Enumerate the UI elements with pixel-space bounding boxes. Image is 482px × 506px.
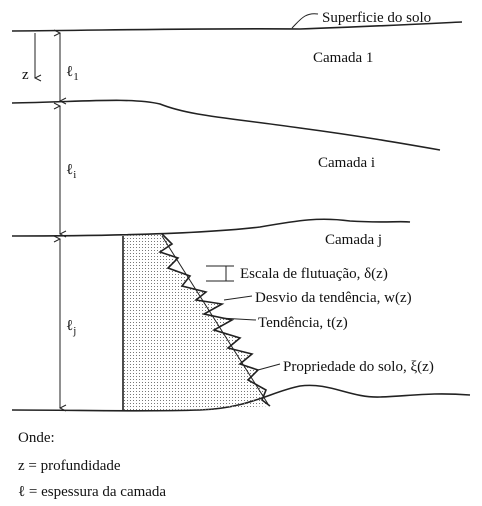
- thickness-label: ℓi: [66, 162, 76, 181]
- layer-label: Camada 1: [313, 50, 373, 66]
- subscript: 1: [73, 71, 79, 83]
- layer-label: Camada j: [325, 232, 382, 248]
- symbol: ℓ: [66, 64, 73, 80]
- leader: [219, 317, 257, 321]
- thickness-label: ℓj: [66, 318, 76, 337]
- layer-boundary: [11, 99, 441, 151]
- layer-label: Camada i: [318, 155, 375, 171]
- symbol: ℓ: [66, 162, 73, 178]
- leader: [291, 13, 319, 29]
- layer-boundary: [11, 218, 411, 237]
- surface-label: Superficie do solo: [322, 10, 431, 26]
- annotation: Escala de flutuação, δ(z): [240, 266, 388, 282]
- legend-item: z = profundidade: [18, 458, 121, 474]
- subscript: j: [72, 325, 76, 337]
- trend-line: [161, 235, 269, 405]
- annotation: Propriedade do solo, ξ(z): [283, 359, 434, 375]
- ground-surface: [11, 21, 463, 32]
- depth-label: z: [22, 67, 29, 83]
- property-region: [123, 234, 270, 410]
- subscript: i: [73, 169, 76, 181]
- leader: [223, 295, 253, 301]
- annotation: Desvio da tendência, w(z): [255, 290, 412, 306]
- leader: [257, 363, 281, 371]
- legend-item: ℓ = espessura da camada: [18, 484, 166, 500]
- soil-property: [158, 233, 271, 407]
- layer-boundary: [11, 384, 471, 412]
- thickness-label: ℓ1: [66, 64, 79, 83]
- annotation: Tendência, t(z): [258, 315, 348, 331]
- symbol: ℓ: [66, 318, 73, 334]
- legend-heading: Onde:: [18, 430, 55, 446]
- leader: [206, 265, 234, 282]
